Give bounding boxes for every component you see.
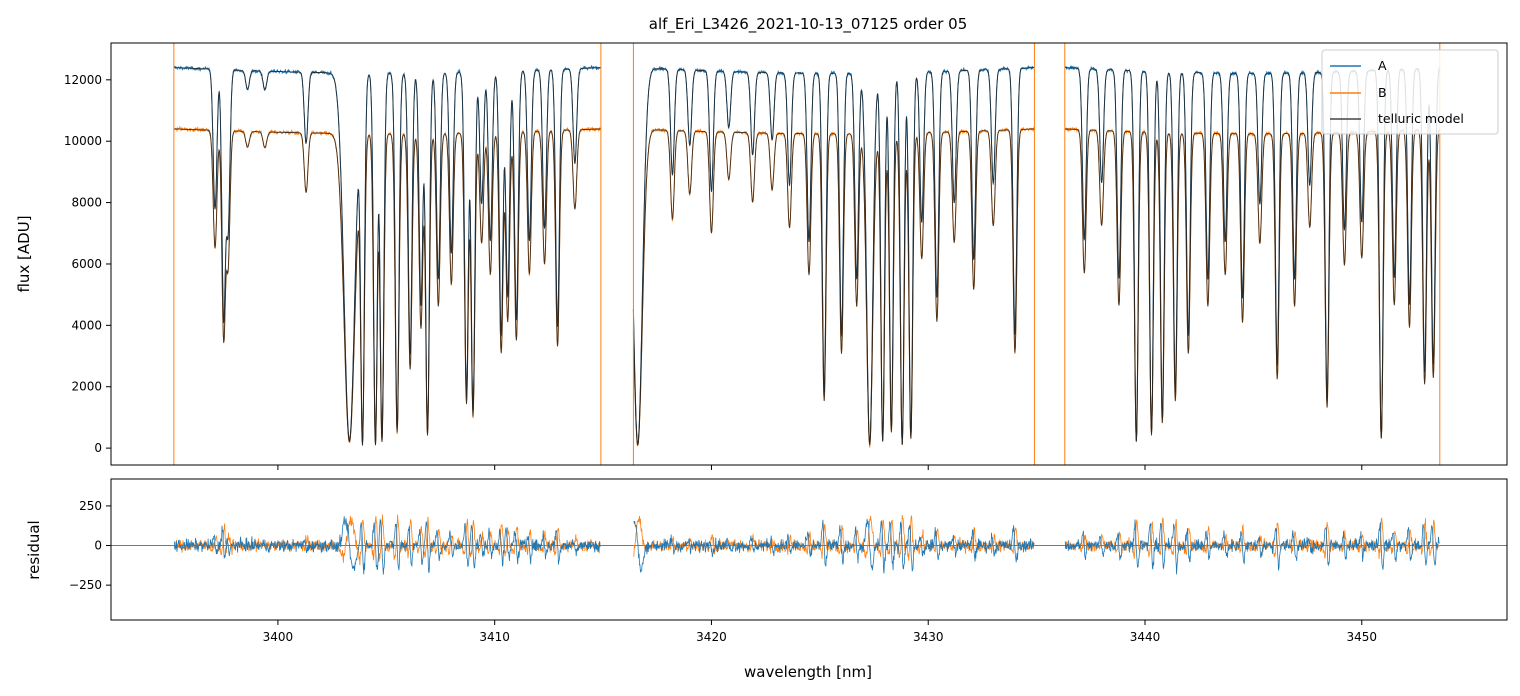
y-axis-label-residual: residual <box>25 520 43 579</box>
legend: A B telluric model <box>1321 49 1499 135</box>
legend-entry-telluric: telluric model <box>1378 111 1464 126</box>
series-a-line <box>173 64 602 446</box>
residual-a-line <box>633 518 1035 574</box>
telluric-model-line <box>632 67 1035 447</box>
flux-y-tick-label: 6000 <box>71 257 102 271</box>
residual-x-ticks: 3400 3410 3420 3430 3440 3450 <box>263 620 1377 644</box>
residual-y-tick-label: −250 <box>69 578 102 592</box>
x-axis-label: wavelength [nm] <box>744 663 872 681</box>
telluric-model-line <box>1064 128 1441 442</box>
residual-series-group <box>111 514 1507 575</box>
flux-y-tick-label: 2000 <box>71 380 102 394</box>
telluric-model-line <box>632 128 1035 447</box>
residual-x-tick-label: 3440 <box>1130 630 1161 644</box>
flux-y-tick-label: 10000 <box>64 134 102 148</box>
flux-y-tick-label: 4000 <box>71 318 102 332</box>
residual-x-tick-label: 3400 <box>263 630 294 644</box>
series-b-line <box>173 125 602 447</box>
residual-axes-frame <box>110 478 1508 621</box>
residual-x-tick-label: 3450 <box>1346 630 1377 644</box>
flux-y-ticks: 0 2000 4000 6000 8000 10000 12000 <box>64 73 111 455</box>
residual-x-tick-label: 3410 <box>479 630 510 644</box>
legend-box <box>1321 49 1499 135</box>
flux-y-tick-label: 8000 <box>71 196 102 210</box>
flux-x-ticks <box>277 465 1363 470</box>
legend-entry-a: A <box>1378 58 1387 73</box>
flux-y-tick-label: 0 <box>94 441 102 455</box>
chart-title: alf_Eri_L3426_2021-10-13_07125 order 05 <box>649 15 968 34</box>
residual-a-line <box>173 516 601 575</box>
residual-panel: −250 0 250 3400 3410 3420 3430 3440 3450 residu… <box>25 478 1508 681</box>
residual-x-tick-label: 3430 <box>913 630 944 644</box>
legend-entry-b: B <box>1378 85 1387 100</box>
y-axis-label-flux: flux [ADU] <box>15 215 33 292</box>
residual-a-line <box>1064 519 1440 575</box>
residual-y-tick-label: 250 <box>79 499 102 513</box>
residual-x-tick-label: 3420 <box>696 630 727 644</box>
telluric-model-line <box>173 67 601 445</box>
telluric-model-line <box>173 128 601 446</box>
flux-axes-frame <box>110 42 1508 466</box>
flux-y-tick-label: 12000 <box>64 73 102 87</box>
residual-y-ticks: −250 0 250 <box>69 499 111 592</box>
flux-panel: 0 2000 4000 6000 8000 10000 12000 flux [ADU] A… <box>15 42 1508 470</box>
flux-series-group <box>173 43 1441 465</box>
residual-y-tick-label: 0 <box>94 539 102 553</box>
